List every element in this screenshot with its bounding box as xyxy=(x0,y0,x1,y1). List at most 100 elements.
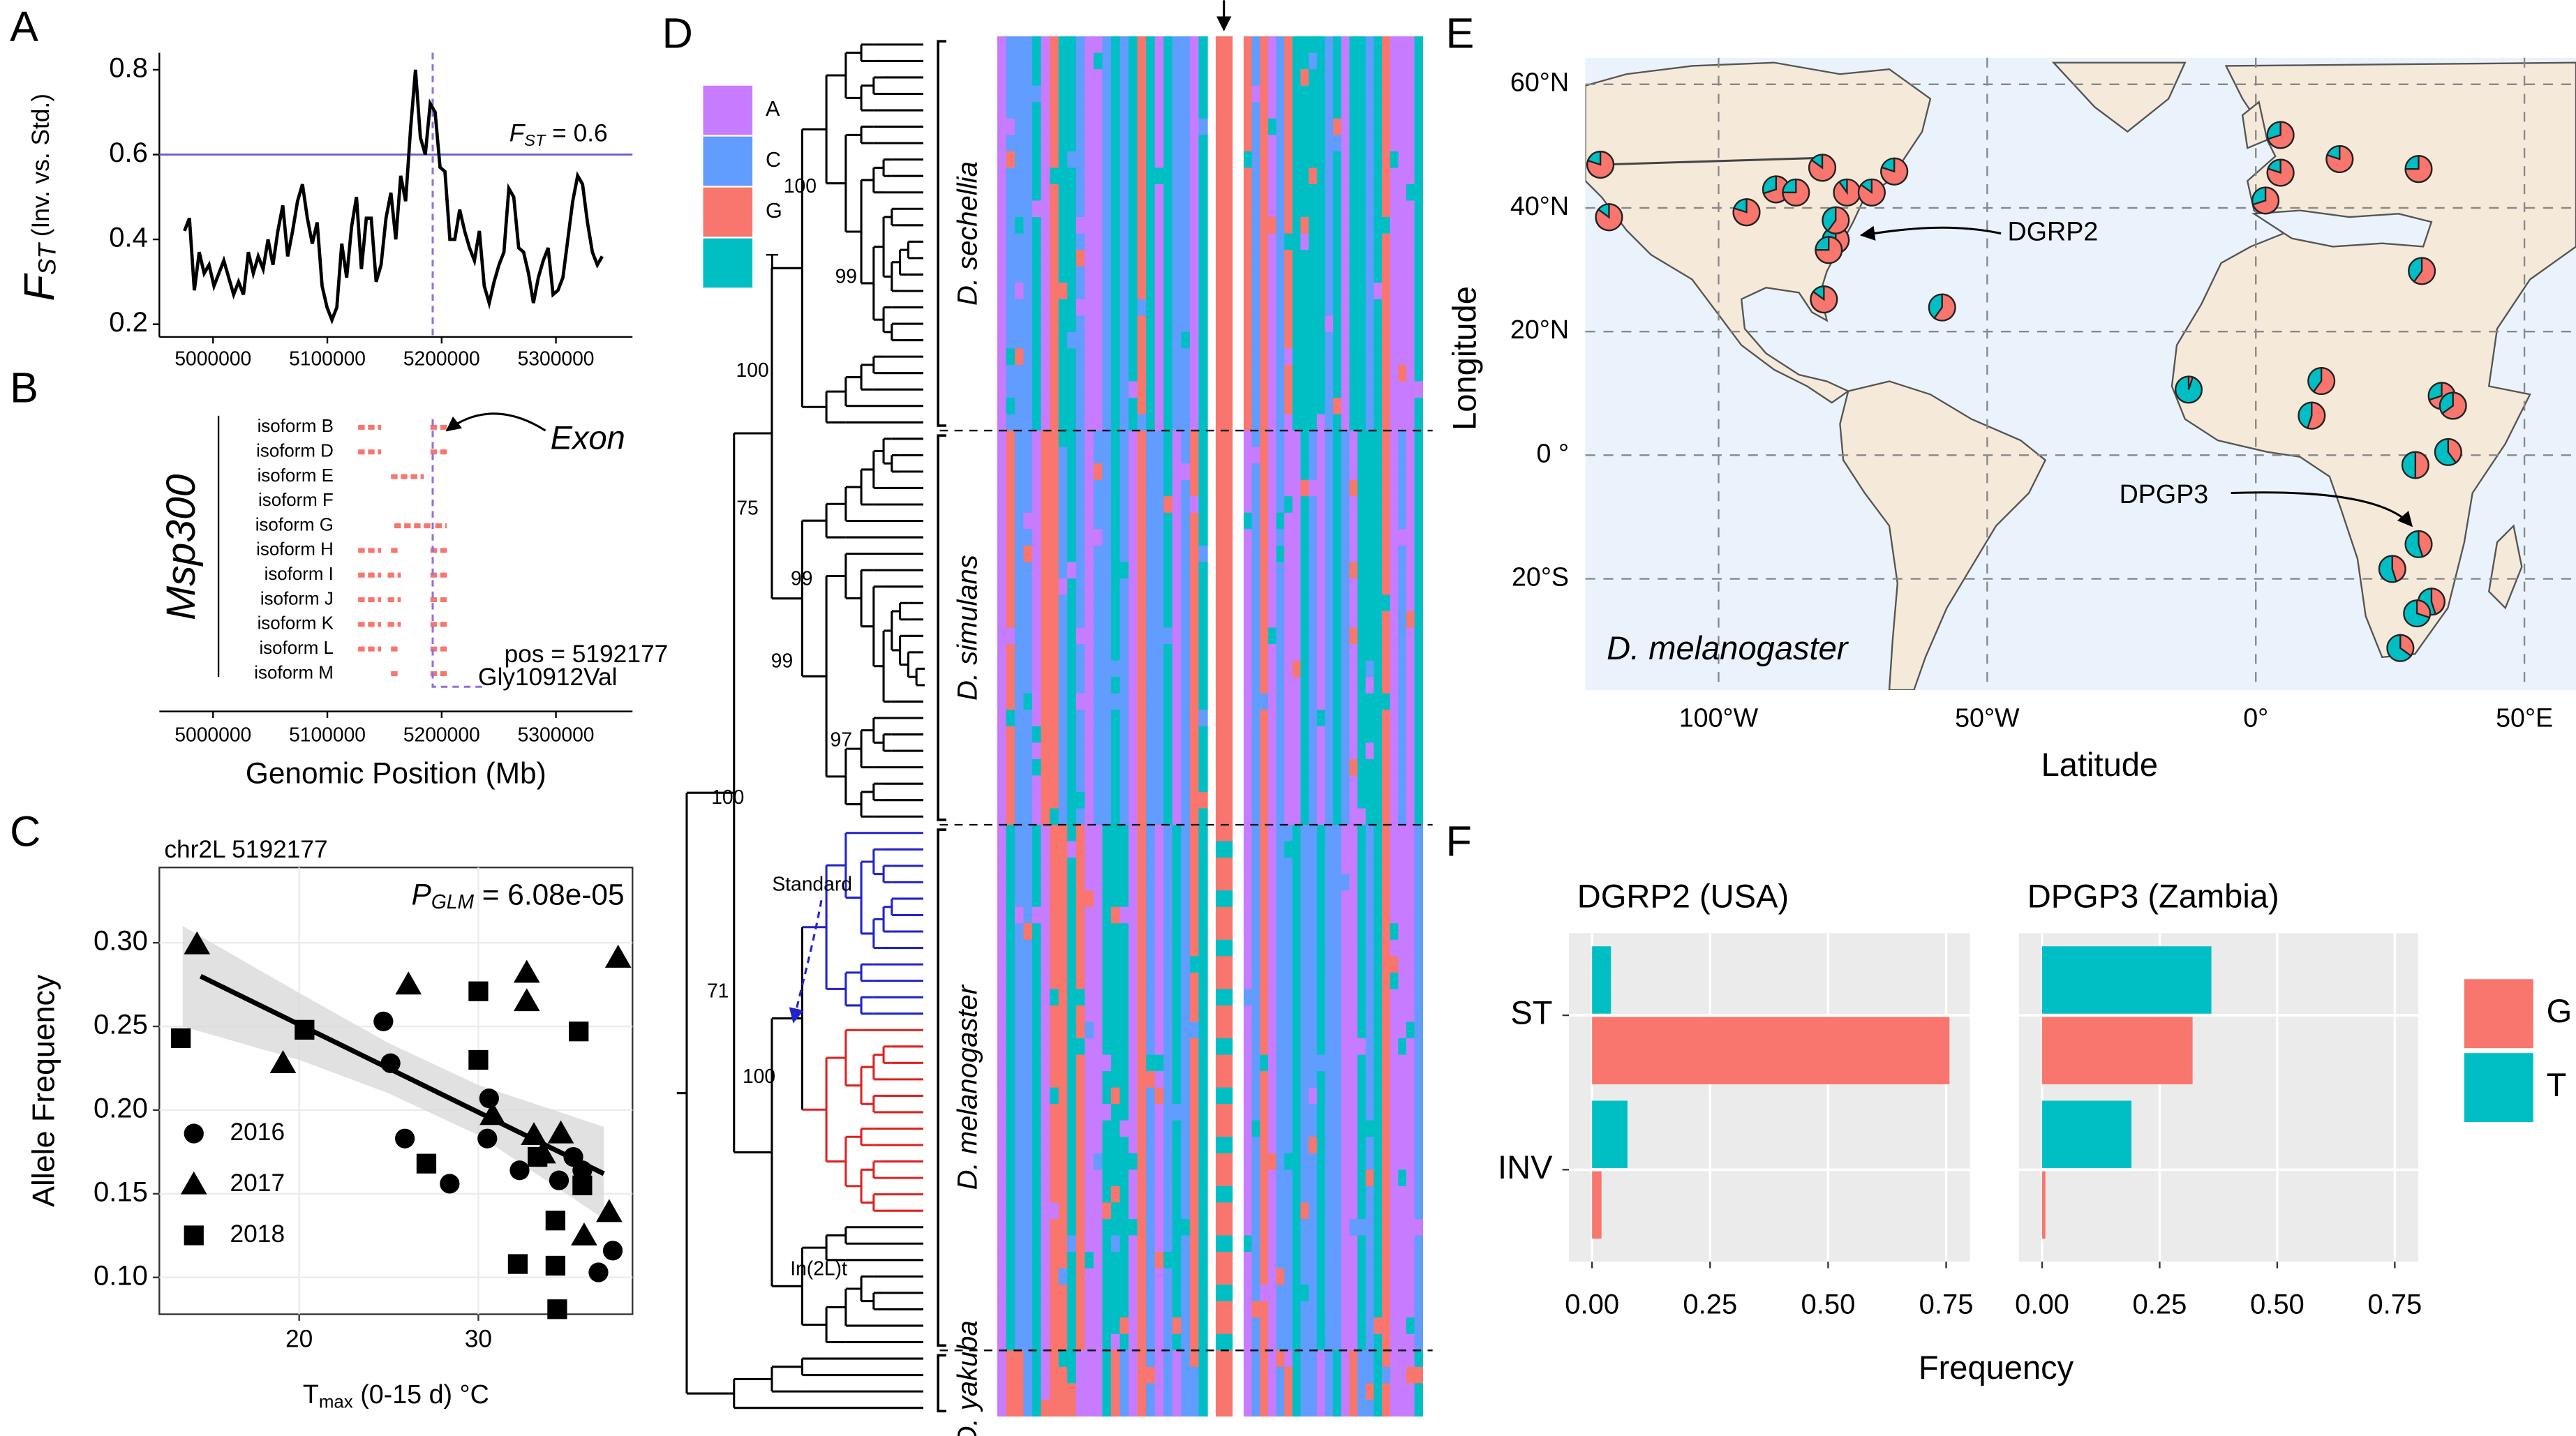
alignment-cell xyxy=(997,1350,1007,1368)
alignment-cell xyxy=(1110,463,1121,481)
alignment-cell xyxy=(1349,660,1358,678)
alignment-cell xyxy=(1172,36,1182,54)
alignment-cell xyxy=(1390,1202,1399,1220)
alignment-cell xyxy=(1067,118,1077,136)
alignment-cell xyxy=(997,250,1007,267)
alignment-cell xyxy=(1058,825,1068,842)
alignment-cell xyxy=(1093,69,1103,87)
alignment-cell xyxy=(1251,431,1260,448)
alignment-cell xyxy=(1251,299,1260,316)
alignment-cell xyxy=(1325,1120,1334,1137)
alignment-cell xyxy=(1189,233,1200,250)
alignment-cell xyxy=(1110,529,1121,546)
alignment-cell xyxy=(1382,742,1391,760)
alignment-cell xyxy=(1050,69,1059,87)
alignment-cell xyxy=(1181,578,1191,596)
alignment-cell xyxy=(1333,710,1342,727)
alignment-cell xyxy=(1365,1087,1375,1105)
alignment-cell xyxy=(1251,463,1260,481)
alignment-cell xyxy=(1102,1285,1112,1302)
alignment-cell xyxy=(1325,381,1334,398)
alignment-cell xyxy=(1075,1202,1086,1220)
alignment-cell xyxy=(1309,710,1318,727)
alignment-cell xyxy=(1110,1153,1121,1171)
alignment-cell xyxy=(1267,1285,1277,1302)
alignment-cell xyxy=(1050,726,1059,744)
alignment-cell xyxy=(1267,397,1277,415)
alignment-cell xyxy=(1382,512,1391,530)
alignment-cell xyxy=(1325,463,1334,481)
alignment-cell xyxy=(1316,315,1326,333)
alignment-cell xyxy=(1260,102,1269,119)
alignment-cell xyxy=(1181,1169,1191,1187)
alignment-cell xyxy=(1102,1350,1112,1368)
alignment-cell xyxy=(1215,364,1233,382)
alignment-cell xyxy=(1154,151,1164,169)
alignment-cell xyxy=(1172,906,1182,924)
alignment-cell xyxy=(1198,69,1208,87)
alignment-cell xyxy=(1006,283,1015,300)
alignment-cell xyxy=(1137,381,1147,398)
alignment-cell xyxy=(1154,512,1164,530)
alignment-cell xyxy=(1309,808,1318,825)
alignment-cell xyxy=(1163,956,1173,973)
alignment-cell xyxy=(1023,496,1033,514)
panel-label: A xyxy=(10,3,38,50)
alignment-cell xyxy=(1181,808,1191,825)
alignment-cell xyxy=(1093,841,1103,858)
alignment-cell xyxy=(1333,102,1342,119)
alignment-cell xyxy=(1119,972,1129,990)
alignment-cell xyxy=(1357,578,1367,596)
alignment-cell xyxy=(1163,1054,1173,1072)
alignment-cell xyxy=(1357,102,1367,119)
alignment-cell xyxy=(1189,825,1200,842)
alignment-cell xyxy=(1325,874,1334,891)
alignment-cell xyxy=(1058,1022,1068,1039)
alignment-cell xyxy=(1181,890,1191,908)
alignment-cell xyxy=(1006,496,1015,514)
alignment-cell xyxy=(1357,1252,1367,1269)
alignment-cell xyxy=(1341,627,1350,645)
alignment-cell xyxy=(1325,956,1334,973)
alignment-cell xyxy=(1023,381,1033,398)
alignment-cell xyxy=(1093,1137,1103,1154)
alignment-cell xyxy=(1102,36,1112,54)
alignment-cell xyxy=(1251,118,1260,136)
alignment-cell xyxy=(1050,1333,1059,1351)
alignment-cell xyxy=(1300,972,1309,990)
alignment-cell xyxy=(1067,1186,1077,1204)
alignment-cell xyxy=(1267,791,1277,809)
alignment-cell xyxy=(1189,1005,1200,1023)
alignment-cell xyxy=(1373,283,1383,300)
alignment-cell xyxy=(1050,1383,1059,1400)
alignment-cell xyxy=(997,1137,1007,1154)
alignment-cell xyxy=(1075,1268,1086,1285)
bar xyxy=(2042,1171,2046,1239)
alignment-cell xyxy=(1014,529,1025,546)
alignment-cell xyxy=(1357,1022,1367,1039)
alignment-cell xyxy=(1119,808,1129,825)
alignment-cell xyxy=(1050,200,1059,218)
alignment-cell xyxy=(1325,184,1334,202)
alignment-cell xyxy=(1316,791,1326,809)
alignment-cell xyxy=(1276,364,1285,382)
alignment-cell xyxy=(1163,414,1173,431)
alignment-cell xyxy=(1276,1153,1285,1171)
alignment-cell xyxy=(1260,299,1269,316)
alignment-cell xyxy=(1215,496,1233,514)
alignment-cell xyxy=(1023,693,1033,710)
alignment-cell xyxy=(1093,660,1103,678)
alignment-cell xyxy=(1251,1022,1260,1039)
alignment-cell xyxy=(1102,989,1112,1006)
alignment-cell xyxy=(1041,1186,1050,1204)
alignment-cell xyxy=(1260,660,1269,678)
alignment-cell xyxy=(1137,923,1147,941)
alignment-cell xyxy=(1172,939,1182,957)
alignment-cell xyxy=(1163,1333,1173,1351)
alignment-cell xyxy=(1390,693,1399,710)
alignment-cell xyxy=(1075,742,1086,760)
alignment-cell xyxy=(1189,627,1200,645)
alignment-cell xyxy=(1014,381,1025,398)
alignment-cell xyxy=(1172,118,1182,136)
alignment-cell xyxy=(1006,512,1015,530)
